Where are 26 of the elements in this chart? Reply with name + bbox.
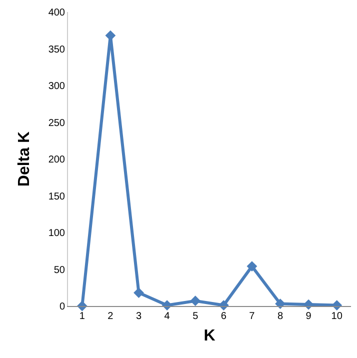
y-tick-label: 250 xyxy=(48,118,66,129)
point xyxy=(134,288,144,298)
x-axis-title: K xyxy=(204,328,216,345)
y-tick-label: 350 xyxy=(48,44,66,56)
y-tick-label: 100 xyxy=(48,228,66,239)
y-tick-label: 400 xyxy=(48,8,66,18)
y-tick-label: 200 xyxy=(48,154,66,166)
y-tick-label: 150 xyxy=(48,191,66,202)
x-tick-label: 9 xyxy=(306,311,312,322)
y-tick-label: 50 xyxy=(54,264,66,276)
y-tick-label: 300 xyxy=(48,81,66,92)
y-axis-title: Delta K xyxy=(16,130,34,187)
point xyxy=(246,261,258,272)
x-tick-label: 3 xyxy=(136,311,142,322)
x-tick-label: 4 xyxy=(164,311,170,322)
x-tick-label: 5 xyxy=(192,311,199,322)
x-tick-label: 10 xyxy=(331,311,343,322)
y-tick-label: 0 xyxy=(59,302,66,312)
x-tick-label: 1 xyxy=(79,311,86,322)
x-tick-label: 2 xyxy=(108,311,114,322)
x-tick-label: 8 xyxy=(277,311,284,322)
point xyxy=(190,296,201,306)
x-tick-label: 7 xyxy=(249,311,256,322)
x-tick-label: 6 xyxy=(220,311,227,322)
point xyxy=(275,298,286,309)
point xyxy=(303,299,314,310)
